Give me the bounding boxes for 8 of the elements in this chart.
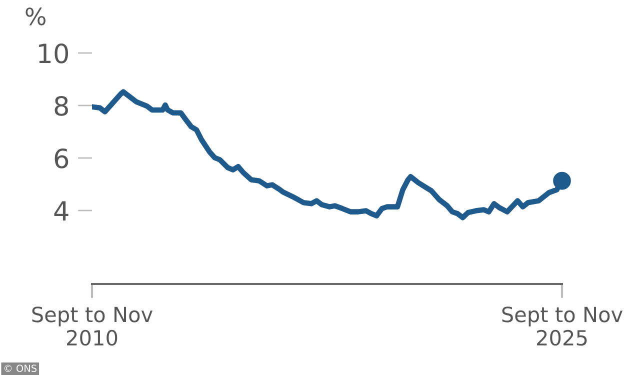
text: © ONS [4,364,37,372]
x-tick-label: Sept to Nov 2010 [32,306,153,346]
y-tick-label: 4 [54,201,68,221]
y-tick-label: 10 [39,43,68,64]
x-tick-label: Sept to Nov 2025 [502,306,623,346]
y-tick-label: 6 [54,148,68,168]
y-tick-label: 8 [54,96,68,116]
y-axis-title: % [26,7,46,26]
